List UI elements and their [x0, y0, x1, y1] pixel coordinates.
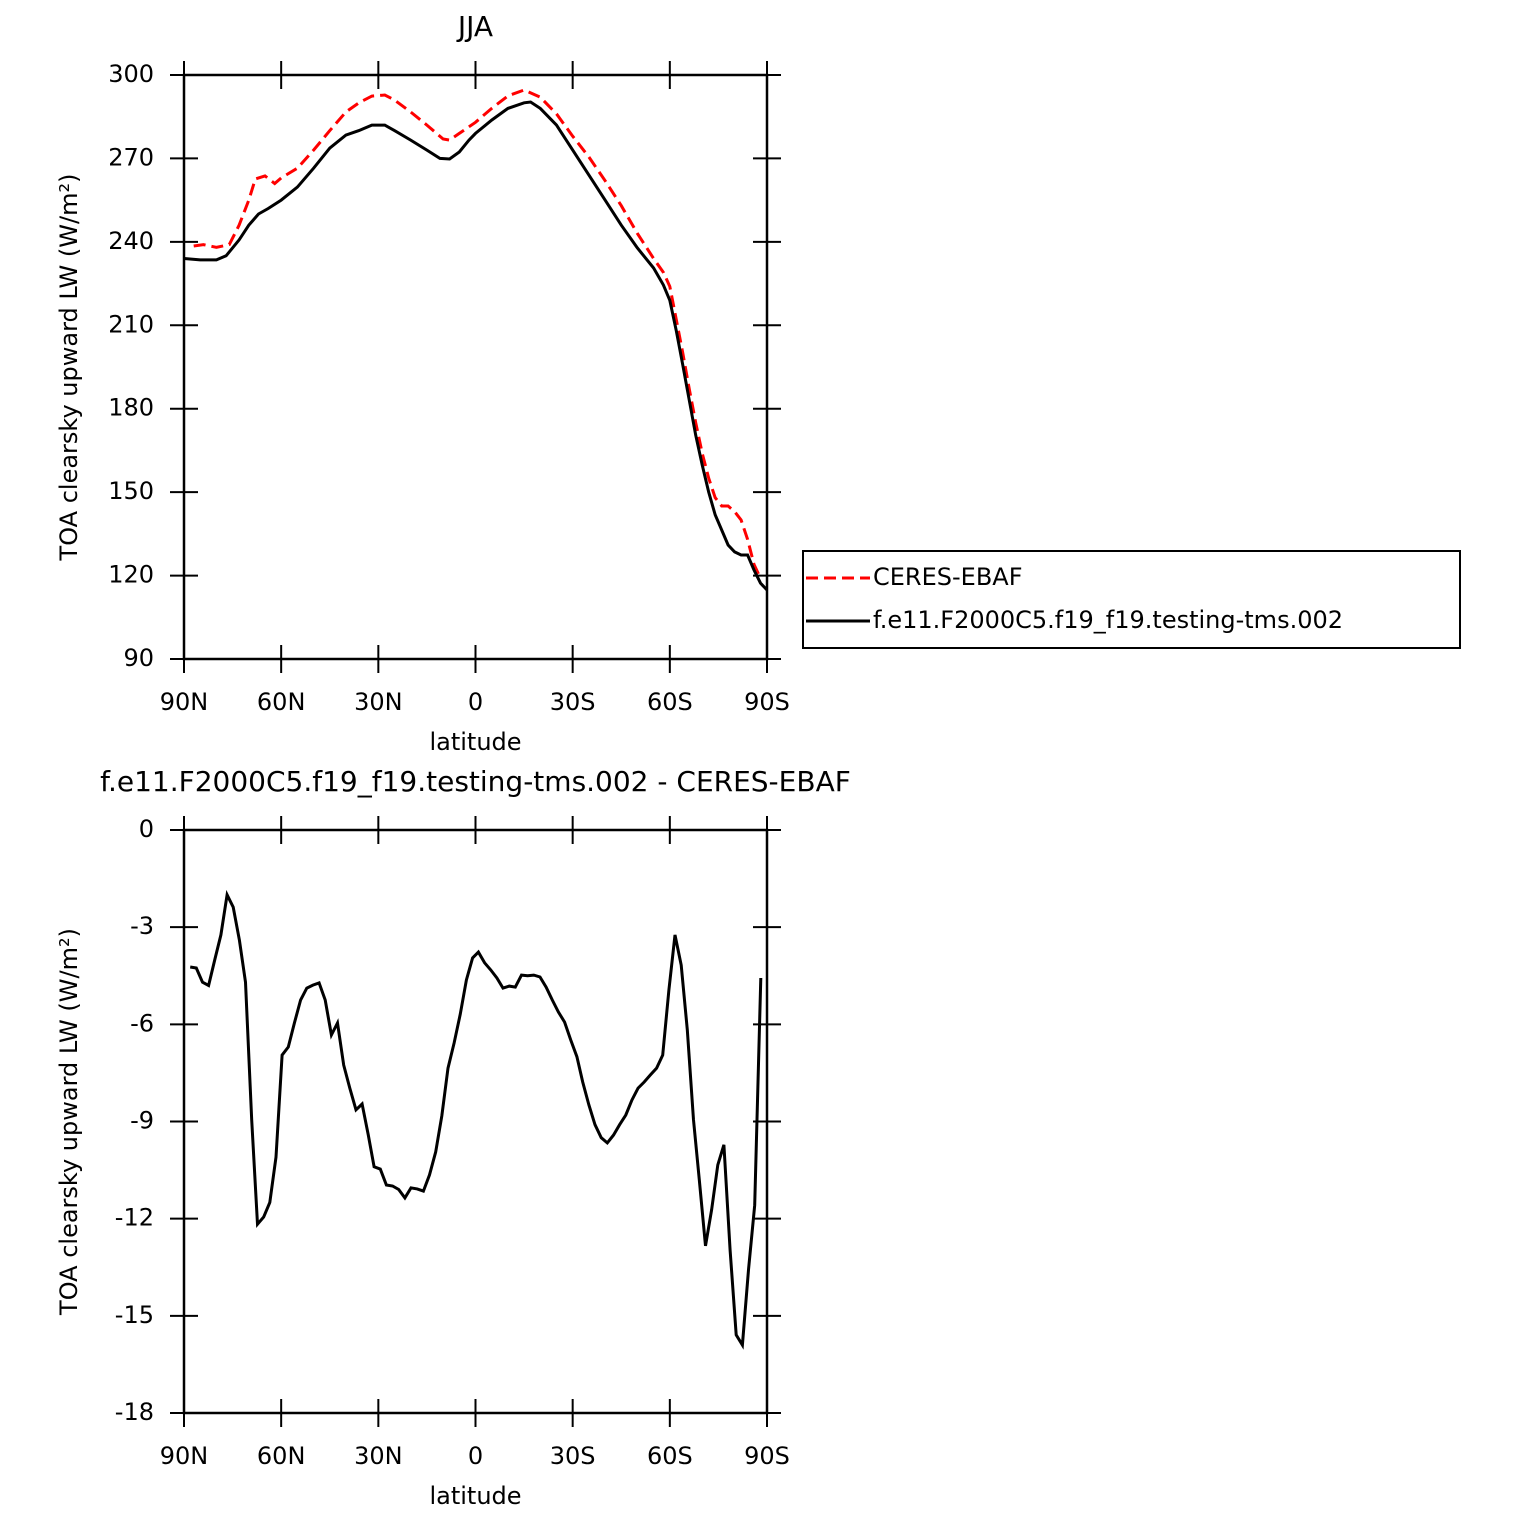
y-tick-label: 300: [108, 60, 154, 88]
y-tick-label: 270: [108, 143, 154, 171]
x-tick-label: 60N: [257, 1442, 306, 1470]
chart-title: f.e11.F2000C5.f19_f19.testing-tms.002 - …: [100, 765, 851, 798]
y-tick-label: -3: [130, 912, 154, 940]
x-tick-label: 30S: [550, 1442, 596, 1470]
y-tick-label: -9: [130, 1107, 154, 1135]
x-tick-label: 60S: [647, 688, 693, 716]
x-tick-label: 30N: [354, 688, 403, 716]
x-tick-label: 0: [468, 688, 483, 716]
legend-label: f.e11.F2000C5.f19_f19.testing-tms.002: [873, 606, 1343, 634]
data-line: [193, 88, 762, 580]
x-tick-label: 60N: [257, 688, 306, 716]
x-tick-label: 60S: [647, 1442, 693, 1470]
y-tick-label: -18: [115, 1398, 154, 1426]
y-tick-label: 90: [123, 644, 154, 672]
y-axis-label: TOA clearsky upward LW (W/m²): [55, 928, 83, 1316]
x-tick-label: 90N: [160, 688, 209, 716]
x-tick-label: 90N: [160, 1442, 209, 1470]
y-tick-label: 210: [108, 310, 154, 338]
y-tick-label: -6: [130, 1009, 154, 1037]
chart-title: JJA: [456, 10, 493, 43]
y-tick-label: 180: [108, 394, 154, 422]
y-tick-label: 120: [108, 561, 154, 589]
x-tick-label: 90S: [744, 1442, 790, 1470]
y-tick-label: 0: [139, 815, 154, 843]
legend-label: CERES-EBAF: [873, 563, 1023, 591]
x-tick-label: 90S: [744, 688, 790, 716]
y-tick-label: 150: [108, 477, 154, 505]
y-tick-label: -12: [115, 1204, 154, 1232]
data-line: [189, 889, 763, 1350]
plot-frame: [182, 73, 769, 661]
x-tick-label: 30N: [354, 1442, 403, 1470]
y-tick-label: -15: [115, 1301, 154, 1329]
x-tick-label: 0: [468, 1442, 483, 1470]
x-axis-label: latitude: [429, 728, 521, 756]
x-axis-label: latitude: [429, 1482, 521, 1510]
plot-frame: [182, 828, 769, 1415]
y-tick-label: 240: [108, 227, 154, 255]
x-tick-label: 30S: [550, 688, 596, 716]
y-axis-label: TOA clearsky upward LW (W/m²): [55, 174, 83, 562]
data-line: [183, 100, 769, 592]
legend-box: [802, 550, 1461, 649]
